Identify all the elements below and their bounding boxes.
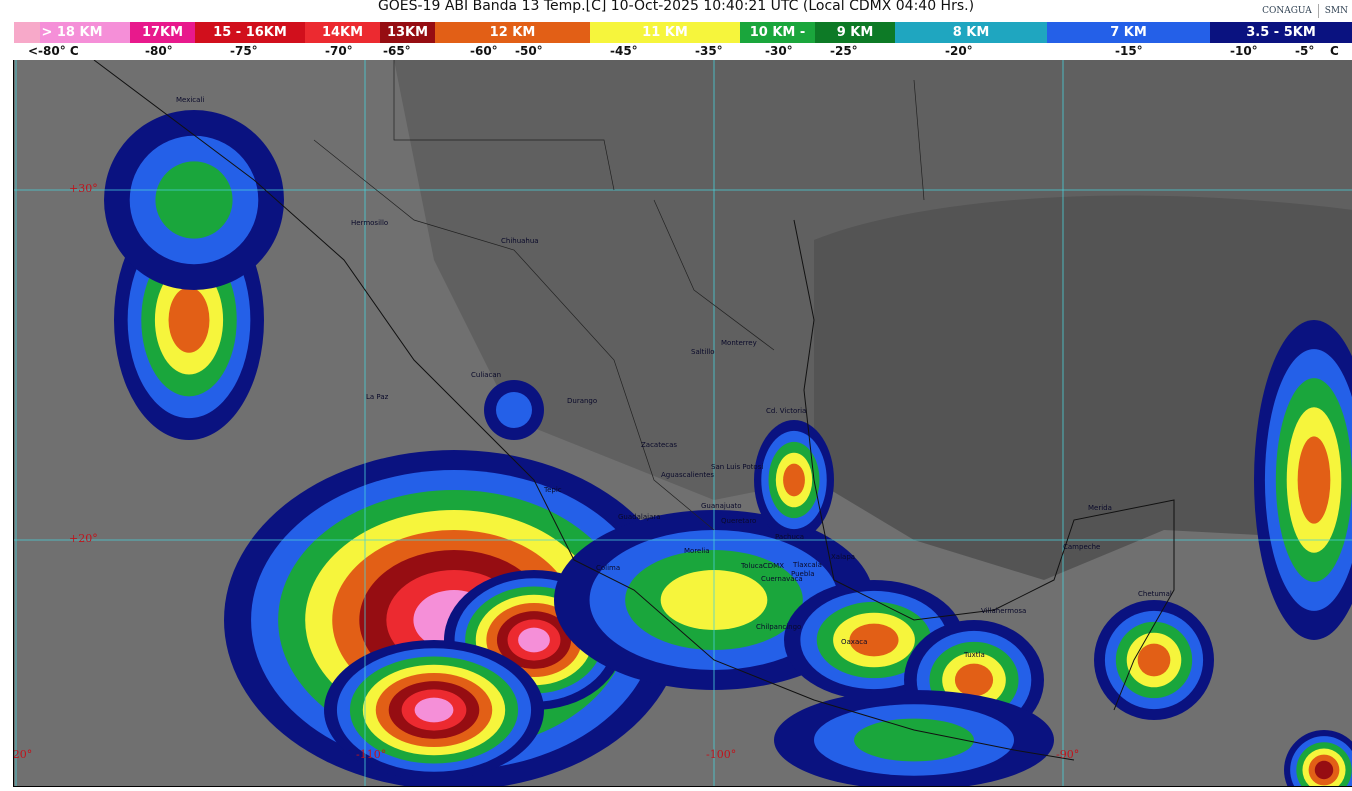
cloud-top-region	[496, 392, 532, 428]
cloud-top-region	[414, 697, 454, 723]
logo-divider	[1317, 4, 1319, 18]
scale-segment: 8 KM	[895, 22, 1047, 43]
city-label: Saltillo	[691, 348, 715, 356]
agency-logos: CONAGUA SMN	[1262, 4, 1348, 18]
cloud-top-region	[1297, 436, 1331, 524]
scale-segment: 11 KM	[590, 22, 740, 43]
city-label: Durango	[567, 397, 598, 405]
city-label: Aguascalientes	[661, 471, 715, 479]
cloud-top-region	[854, 718, 974, 762]
scale-segment: 10 KM -	[740, 22, 815, 43]
temperature-label: -45°	[610, 44, 638, 58]
temperature-label: -60°	[470, 44, 498, 58]
city-label: TolucaCDMX	[741, 562, 785, 570]
city-label: Chilpancingo	[756, 623, 802, 631]
city-label: Colima	[596, 564, 621, 572]
temperature-label: -75°	[230, 44, 258, 58]
city-label: Pachuca	[775, 533, 805, 541]
city-label: Oaxaca	[841, 638, 868, 646]
temperature-label: -25°	[830, 44, 858, 58]
scale-segment: 13KM	[380, 22, 435, 43]
temperature-label: -30°	[765, 44, 793, 58]
city-label: Queretaro	[721, 517, 757, 525]
city-label: La Paz	[366, 393, 389, 401]
scale-segment: 17KM	[130, 22, 195, 43]
gulf-of-mexico	[814, 195, 1352, 580]
cloud-top-region	[783, 463, 805, 497]
city-label: Villahermosa	[981, 607, 1027, 615]
scale-segment: 12 KM	[435, 22, 590, 43]
satellite-map: Mexicali Hermosillo Chihuahua Culiacan La Pa…	[13, 60, 1352, 787]
temperature-scale: <-80° C -80° -75° -70° -65° -60° -50° -45° -35° -…	[0, 44, 1352, 60]
cloud-top-region	[849, 623, 899, 657]
cloud-top-region	[155, 161, 233, 239]
city-label: Chihuahua	[501, 237, 539, 245]
scale-segment: 15 - 16KM	[195, 22, 305, 43]
temperature-label: -15°	[1115, 44, 1143, 58]
temperature-label: -10°	[1230, 44, 1258, 58]
city-label: San Luis Potosi	[711, 463, 764, 471]
smn-logo: SMN	[1324, 6, 1348, 16]
scale-segment: 3.5 - 5KM	[1210, 22, 1352, 43]
scale-segment: 7 KM	[1047, 22, 1210, 43]
color-scale-bar: > 18 KM 17KM 15 - 16KM 14KM 13KM 12 KM 11 KM 10…	[14, 22, 1352, 43]
city-label: Cd. Victoria	[766, 407, 807, 415]
temperature-label: -65°	[383, 44, 411, 58]
city-label: Zacatecas	[641, 441, 678, 449]
city-label: Culiacan	[471, 371, 502, 379]
temperature-label: C	[1330, 44, 1339, 58]
cloud-top-region	[1137, 643, 1171, 677]
cloud-top-region	[1314, 760, 1334, 780]
longitude-label: -90°	[1056, 748, 1080, 761]
city-label: Tuxtla	[964, 651, 985, 659]
temperature-label: -80°	[145, 44, 173, 58]
city-label: Guanajuato	[701, 502, 742, 510]
temperature-label: -50°	[515, 44, 543, 58]
scale-segment: 14KM	[305, 22, 380, 43]
city-label: Cuernavaca	[761, 575, 803, 583]
city-label: Tlaxcala	[793, 561, 822, 569]
city-label: Morelia	[684, 547, 710, 555]
conagua-logo: CONAGUA	[1262, 6, 1312, 16]
image-title: GOES-19 ABI Banda 13 Temp.[C] 10-Oct-202…	[377, 0, 975, 14]
state-borders	[313, 60, 925, 531]
temperature-label: <-80° C	[28, 44, 79, 58]
city-label: Guadalajara	[618, 513, 661, 521]
city-label: Merida	[1088, 504, 1112, 512]
city-label: Puebla	[791, 570, 815, 578]
coastline	[93, 60, 1175, 761]
longitude-label: -110°	[356, 748, 387, 761]
city-label: Mexicali	[176, 96, 205, 104]
temperature-label: -5°	[1295, 44, 1315, 58]
latitude-label: +20°	[69, 532, 98, 545]
cloud-top-region	[168, 287, 210, 353]
satellite-imagery	[14, 60, 1352, 786]
scale-segment: > 18 KM	[14, 22, 130, 43]
city-label: Hermosillo	[351, 219, 389, 227]
temperature-label: -20°	[945, 44, 973, 58]
city-label: Tepic	[544, 486, 562, 494]
longitude-label: -120°	[13, 748, 33, 761]
temperature-label: -35°	[695, 44, 723, 58]
city-label: Campeche	[1063, 543, 1101, 551]
city-label: Monterrey	[721, 339, 757, 347]
city-label: Xalapa	[831, 553, 856, 561]
cloud-top-region	[954, 663, 994, 697]
temperature-label: -70°	[325, 44, 353, 58]
city-label: Chetumal	[1138, 590, 1172, 598]
latitude-label: +30°	[69, 182, 98, 195]
scale-segment: 9 KM	[815, 22, 895, 43]
longitude-label: -100°	[706, 748, 737, 761]
cloud-top-region	[518, 627, 550, 653]
